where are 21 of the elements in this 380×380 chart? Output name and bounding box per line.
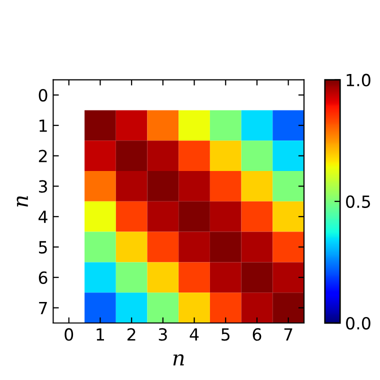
x-axis-title: n [173,354,184,366]
color-bar-label: 1.0 [346,74,370,86]
x-tick-label: 3 [158,328,167,341]
y-tick-label: 4 [38,210,48,223]
color-bar-label: 0.0 [346,316,370,330]
y-tick-label: 1 [40,120,47,132]
y-axis-title: n [16,196,28,207]
y-tick-label: 7 [39,302,47,314]
x-tick-label: 4 [190,328,199,341]
x-tick-label: 6 [252,328,262,341]
x-tick-label: 7 [284,328,292,341]
x-tick-label: 2 [127,328,136,341]
color-bar-label: 0.5 [346,195,370,208]
y-tick-label: 2 [38,150,47,162]
y-tick-label: 6 [38,271,48,284]
x-tick-label: 1 [96,328,104,341]
y-tick-label: 5 [39,241,47,254]
y-tick-label: 3 [39,180,48,193]
x-tick-label: 5 [222,328,230,341]
x-tick-label: 0 [64,328,74,341]
y-tick-label: 0 [38,88,48,102]
